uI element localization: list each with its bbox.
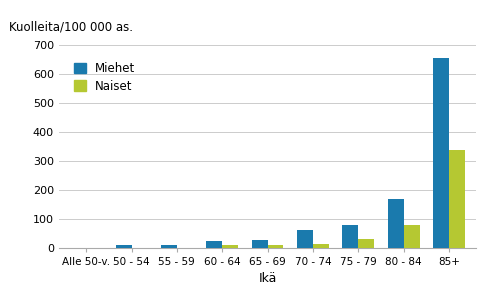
- Bar: [222, 245, 238, 248]
- Bar: [433, 58, 449, 248]
- Bar: [297, 230, 313, 248]
- Bar: [206, 241, 222, 248]
- Bar: [388, 198, 404, 248]
- Text: Kuolleita/100 000 as.: Kuolleita/100 000 as.: [9, 20, 133, 33]
- Bar: [313, 244, 329, 248]
- X-axis label: Ikä: Ikä: [258, 272, 277, 285]
- Bar: [268, 245, 283, 248]
- Bar: [161, 245, 177, 248]
- Bar: [252, 239, 268, 248]
- Bar: [449, 150, 465, 248]
- Bar: [115, 245, 132, 248]
- Bar: [358, 239, 374, 248]
- Bar: [404, 225, 420, 248]
- Bar: [342, 224, 358, 248]
- Legend: Miehet, Naiset: Miehet, Naiset: [69, 57, 140, 98]
